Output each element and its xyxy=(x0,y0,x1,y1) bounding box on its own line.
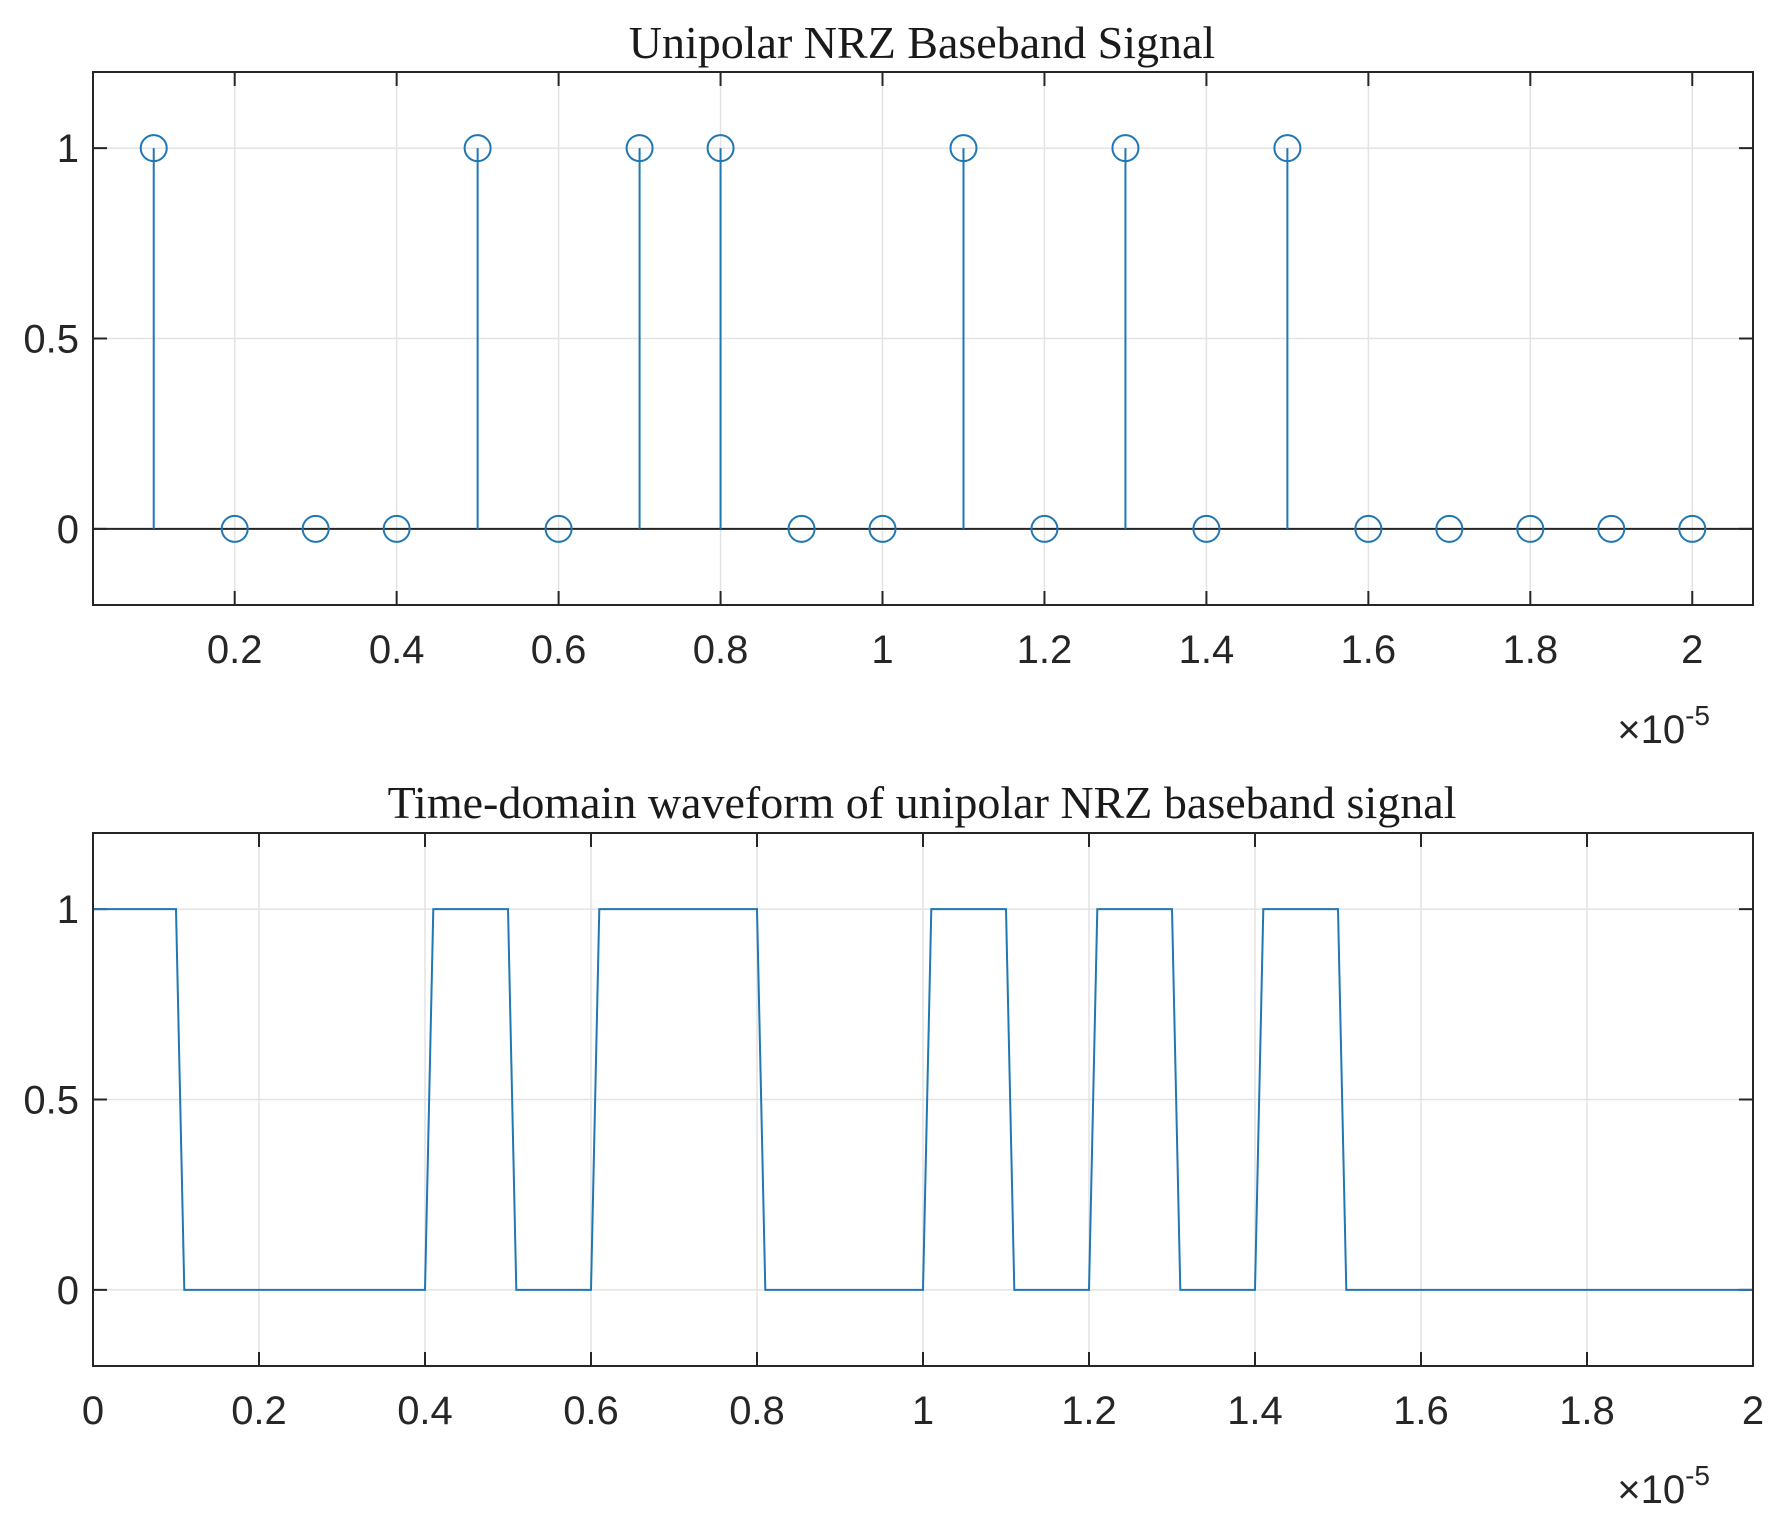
stem-plot-title: Unipolar NRZ Baseband Signal xyxy=(629,17,1215,68)
x-tick-label: 0 xyxy=(82,1389,104,1433)
waveform-plot-x-scale-factor: ×10-5 xyxy=(1617,1460,1710,1512)
x-tick-label: 1.8 xyxy=(1503,628,1559,672)
stem-plot-axes-box xyxy=(92,71,1754,606)
x-tick-label: 1.6 xyxy=(1393,1389,1449,1433)
waveform-plot-marks xyxy=(93,908,1753,1291)
x-tick-label: 0.8 xyxy=(693,628,749,672)
x-tick-label: 1.4 xyxy=(1179,628,1235,672)
stem-marker xyxy=(868,514,897,543)
stem-marker xyxy=(625,134,654,163)
waveform-plot: Time-domain waveform of unipolar NRZ bas… xyxy=(23,777,1764,1512)
stem-marker xyxy=(382,514,411,543)
x-tick-label: 2 xyxy=(1742,1389,1764,1433)
y-tick-label: 0.5 xyxy=(23,318,79,362)
x-tick-label: 1.2 xyxy=(1061,1389,1117,1433)
x-tick-label: 0.6 xyxy=(531,628,587,672)
waveform-plot-y-tick-labels: 00.51 xyxy=(23,888,79,1313)
stem-marker xyxy=(544,514,573,543)
x-tick-label: 1.4 xyxy=(1227,1389,1283,1433)
x-tick-label: 1 xyxy=(871,628,893,672)
stem-marker xyxy=(301,514,330,543)
stem-plot-grid xyxy=(93,72,1753,605)
stem-marker xyxy=(706,134,735,163)
waveform-plot-x-tick-labels: 0 0.2 0.4 0.6 0.8 1 1.2 1.4 1.6 1.8 2 xyxy=(82,1389,1764,1433)
stem-marker xyxy=(1192,514,1221,543)
x-tick-label: 0.2 xyxy=(231,1389,287,1433)
stem-marker xyxy=(949,134,978,163)
stem-marker xyxy=(1597,514,1626,543)
stem-plot-marks xyxy=(139,134,1707,543)
stem-marker xyxy=(1273,134,1302,163)
x-tick-label: 1 xyxy=(912,1389,934,1433)
stem-marker xyxy=(463,134,492,163)
y-tick-label: 0 xyxy=(57,508,79,552)
stem-plot-y-tick-labels: 00.51 xyxy=(23,127,79,552)
stem-marker xyxy=(1435,514,1464,543)
x-tick-label: 1.2 xyxy=(1017,628,1073,672)
stem-marker xyxy=(139,134,168,163)
stem-plot: Unipolar NRZ Baseband Signal 0.2 0.4 0.6 0.… xyxy=(23,17,1754,752)
stem-marker xyxy=(1678,514,1707,543)
y-tick-label: 0 xyxy=(57,1269,79,1313)
stem-marker xyxy=(1354,514,1383,543)
stem-marker xyxy=(1111,134,1140,163)
stem-plot-x-tick-labels: 0.2 0.4 0.6 0.8 1 1.2 1.4 1.6 1.8 2 xyxy=(207,628,1703,672)
x-tick-label: 0.2 xyxy=(207,628,263,672)
waveform-plot-axes-box xyxy=(92,832,1754,1367)
y-tick-label: 1 xyxy=(57,888,79,932)
stem-marker xyxy=(787,514,816,543)
waveform-plot-title: Time-domain waveform of unipolar NRZ bas… xyxy=(388,777,1457,828)
x-tick-label: 0.4 xyxy=(369,628,425,672)
x-tick-label: 1.8 xyxy=(1559,1389,1615,1433)
stem-plot-x-scale-factor: ×10-5 xyxy=(1617,700,1710,752)
x-tick-label: 1.6 xyxy=(1341,628,1397,672)
x-tick-label: 0.6 xyxy=(563,1389,619,1433)
stem-marker xyxy=(1030,514,1059,543)
x-tick-label: 2 xyxy=(1681,628,1703,672)
stem-marker xyxy=(220,514,249,543)
y-tick-label: 1 xyxy=(57,127,79,171)
x-tick-label: 0.4 xyxy=(397,1389,453,1433)
waveform-line xyxy=(93,908,1753,1291)
x-tick-label: 0.8 xyxy=(729,1389,785,1433)
y-tick-label: 0.5 xyxy=(23,1079,79,1123)
stem-marker xyxy=(1516,514,1545,543)
